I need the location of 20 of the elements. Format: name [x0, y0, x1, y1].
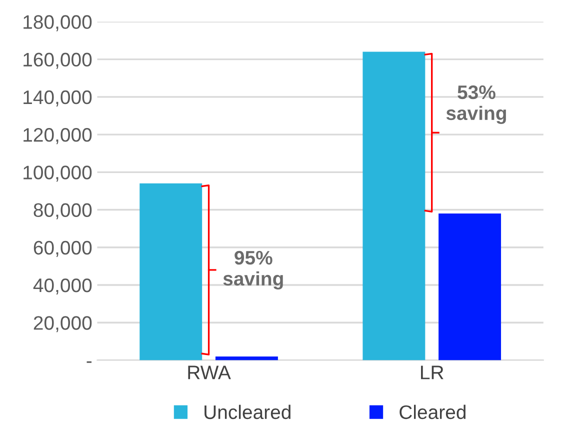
x-tick-label: RWA: [188, 366, 231, 380]
y-tick-label: 20,000: [34, 316, 92, 332]
legend-label: Cleared: [400, 404, 466, 420]
x-tick-label: LR: [421, 366, 444, 380]
bar: [215, 356, 278, 360]
y-tick-label: -: [86, 361, 92, 363]
y-tick-label: 160,000: [24, 52, 92, 69]
bar: [362, 52, 426, 360]
annotation: 53% saving: [446, 85, 506, 124]
legend-label: Uncleared: [204, 404, 290, 420]
y-tick-label: 60,000: [34, 240, 92, 257]
y-tick-label: 100,000: [24, 166, 92, 182]
y-tick-label: 40,000: [33, 278, 92, 295]
bar: [438, 214, 502, 360]
annotation: 95% saving: [223, 250, 283, 290]
y-tick-label: 80,000: [34, 203, 92, 220]
y-tick-label: 180,000: [24, 15, 92, 32]
y-tick-label: 140,000: [24, 90, 92, 106]
bar: [140, 183, 202, 360]
y-tick-label: 120,000: [24, 128, 92, 144]
